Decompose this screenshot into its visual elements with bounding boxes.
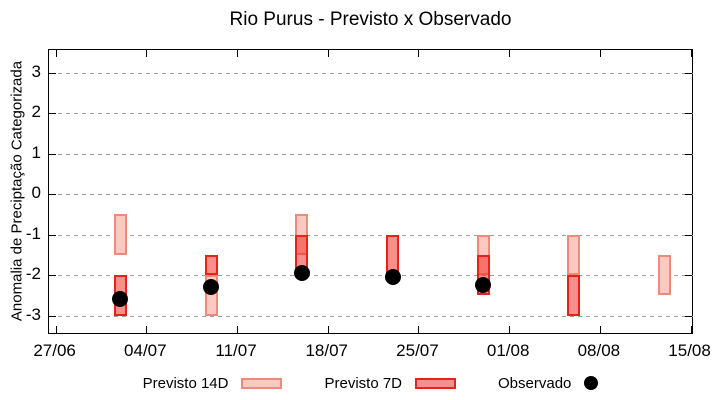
x-tick-bottom xyxy=(55,326,57,333)
y-tick-left xyxy=(49,194,56,196)
y-tick-label: -1 xyxy=(25,223,41,243)
x-tick-top xyxy=(327,50,329,57)
bar-previsto-14d xyxy=(567,234,581,276)
chart-title: Rio Purus - Previsto x Observado xyxy=(229,9,512,30)
legend-item-observado: Observado xyxy=(498,374,599,392)
x-tick-top xyxy=(146,50,148,57)
gridline xyxy=(50,234,693,236)
y-tick-label: 1 xyxy=(31,142,41,162)
legend-item-previsto-7d: Previsto 7D xyxy=(324,374,457,392)
x-tick-bottom xyxy=(690,326,692,333)
bar-previsto-14d xyxy=(658,254,672,296)
x-tick-label: 01/08 xyxy=(486,341,530,360)
y-tick-label: -3 xyxy=(25,304,41,324)
bar-previsto-7d xyxy=(204,254,218,276)
y-tick-label: 0 xyxy=(31,183,41,203)
x-tick-top xyxy=(599,50,601,57)
x-tick-top xyxy=(690,50,692,57)
observado-dot xyxy=(293,265,310,282)
legend-label-previsto-14d: Previsto 14D xyxy=(142,374,229,392)
y-tick-left xyxy=(49,234,56,236)
legend-label-previsto-7d: Previsto 7D xyxy=(324,374,403,392)
legend: Previsto 14D Previsto 7D Observado xyxy=(48,372,693,394)
x-tick-top xyxy=(418,50,420,57)
legend-item-previsto-14d: Previsto 14D xyxy=(143,375,283,392)
y-tick-left xyxy=(49,275,56,277)
x-tick-label: 04/07 xyxy=(124,341,167,360)
x-tick-label: 25/07 xyxy=(396,341,439,360)
x-tick-bottom xyxy=(599,326,601,333)
x-tick-label: 08/08 xyxy=(577,341,621,360)
gridline xyxy=(50,113,693,115)
y-tick-right xyxy=(685,194,692,196)
legend-label-observado: Observado xyxy=(498,374,572,392)
gridline xyxy=(50,275,693,277)
y-tick-right xyxy=(685,72,692,74)
y-tick-right xyxy=(685,113,692,115)
x-tick-top xyxy=(55,50,57,57)
y-tick-label: 2 xyxy=(31,102,41,122)
y-tick-left xyxy=(49,153,56,155)
y-tick-label: -2 xyxy=(25,264,41,284)
y-tick-right xyxy=(685,315,692,317)
x-tick-bottom xyxy=(146,326,148,333)
gridline xyxy=(50,315,693,317)
y-tick-right xyxy=(685,234,692,236)
y-tick-label: 3 xyxy=(31,61,41,81)
x-tick-bottom xyxy=(237,326,239,333)
observado-dot xyxy=(203,279,220,296)
plot-area xyxy=(48,49,693,334)
observado-dot xyxy=(475,277,492,294)
gridline xyxy=(50,153,693,155)
x-tick-label: 27/06 xyxy=(33,341,76,360)
observado-legend-dot xyxy=(584,376,599,390)
bar-previsto-14d xyxy=(113,214,127,255)
y-tick-left xyxy=(49,315,56,317)
gridline xyxy=(50,72,693,74)
y-tick-right xyxy=(685,275,692,277)
y-tick-left xyxy=(49,113,56,115)
y-tick-left xyxy=(49,72,56,74)
x-tick-bottom xyxy=(509,326,511,333)
x-tick-label: 18/07 xyxy=(305,341,348,360)
observado-dot xyxy=(112,291,129,308)
bar-previsto-7d xyxy=(567,275,581,316)
y-tick-right xyxy=(685,153,692,155)
x-tick-top xyxy=(509,50,511,57)
observado-dot xyxy=(384,269,401,286)
x-tick-label: 15/08 xyxy=(668,341,711,360)
gridline xyxy=(50,194,693,196)
x-tick-bottom xyxy=(418,326,420,333)
x-tick-label: 11/07 xyxy=(215,341,257,360)
x-tick-top xyxy=(237,50,239,57)
previsto-7d-swatch xyxy=(415,377,457,389)
previsto-14d-swatch xyxy=(241,377,283,389)
x-tick-bottom xyxy=(327,326,329,333)
